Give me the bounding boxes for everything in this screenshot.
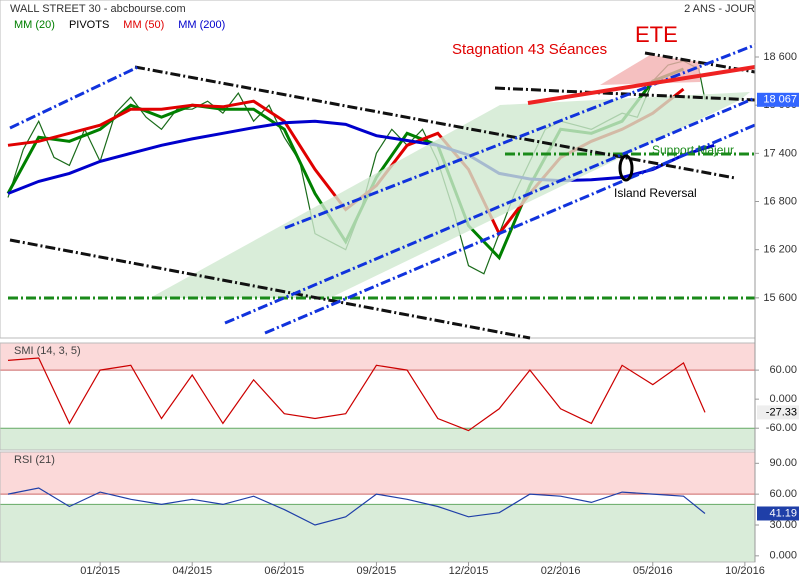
y-tick-label: 60.00 (769, 364, 797, 376)
annotation: ETE (635, 22, 678, 47)
pivot-line (134, 65, 736, 180)
panel-title: RSI (21) (14, 454, 55, 466)
island-mark (618, 154, 634, 182)
legend-entry: MM (50) (123, 19, 164, 31)
last-value-label: -27.33 (766, 406, 797, 418)
y-tick-label: 18 600 (763, 51, 797, 63)
channel-fill (150, 92, 750, 298)
x-tick-label: 02/2016 (541, 565, 581, 577)
y-tick-label: 60.00 (769, 488, 797, 500)
last-value-box (757, 506, 799, 521)
oversold-zone (0, 428, 755, 450)
x-tick-label: 01/2015 (80, 565, 120, 577)
x-tick-label: 10/2016 (725, 565, 765, 577)
legend-entry: MM (20) (14, 19, 55, 31)
legend-entry: PIVOTS (69, 19, 109, 31)
y-tick-label: -60.00 (766, 422, 797, 434)
legend-entry: MM (200) (178, 19, 225, 31)
last-price-label: 18 067 (763, 94, 797, 106)
annotation: Island Reversal (614, 186, 697, 200)
annotation: Support Majeur (652, 143, 734, 157)
pivot-line (9, 238, 531, 340)
x-tick-label: 09/2015 (357, 565, 397, 577)
y-tick-label: 0.000 (769, 550, 797, 562)
chart-title: WALL STREET 30 - abcbourse.com (10, 3, 186, 15)
channel-line (9, 65, 139, 130)
series-line (7, 119, 715, 195)
ete-line (527, 65, 756, 105)
oversold-zone (0, 504, 755, 562)
y-tick-label: 15 600 (763, 292, 797, 304)
x-tick-label: 12/2015 (449, 565, 489, 577)
last-value-box (757, 405, 799, 420)
y-tick-label: 16 800 (763, 195, 797, 207)
series-line (7, 487, 706, 526)
drawings (8, 43, 756, 340)
panel-title: SMI (14, 3, 5) (14, 345, 81, 357)
last-price-box (757, 92, 799, 107)
y-tick-label: 17 400 (763, 147, 797, 159)
overbought-zone (0, 452, 755, 495)
series-line (7, 357, 706, 432)
channel-line (224, 96, 756, 325)
x-tick-label: 05/2016 (633, 565, 673, 577)
annotation: Stagnation 43 Séances (452, 41, 607, 58)
period: 2 ANS - JOUR (684, 3, 755, 15)
x-tick-label: 04/2015 (172, 565, 212, 577)
last-value-label: 41.19 (769, 507, 797, 519)
y-tick-label: 30.00 (769, 519, 797, 531)
pivot-line (494, 86, 756, 102)
channel-line (264, 123, 756, 335)
y-tick-label: 16 200 (763, 244, 797, 256)
channel-line (284, 43, 756, 230)
x-tick-label: 06/2015 (264, 565, 304, 577)
y-tick-label: 0.000 (769, 393, 797, 405)
y-tick-label: 90.00 (769, 457, 797, 469)
